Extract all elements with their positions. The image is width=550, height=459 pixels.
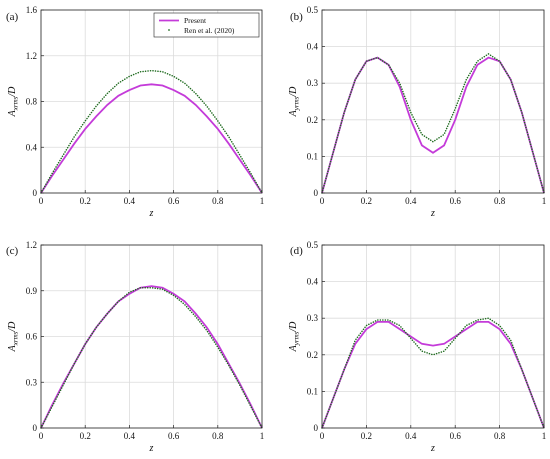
y-tick-label: 0: [314, 188, 319, 198]
x-tick-label: 0.8: [212, 431, 224, 441]
x-tick-label: 0: [39, 196, 44, 206]
x-tick-label: 0: [320, 196, 325, 206]
panel-2: 0 0.2 0.4 0.6 0.8 1 0 0.1 0.2 0.3 0.4 0.5 (b) z Ayrms/…: [288, 5, 546, 219]
x-axis-label: z: [430, 443, 435, 454]
y-tick-label: 0.2: [307, 115, 318, 125]
y-tick-label: 0: [314, 423, 319, 433]
x-tick-label: 0: [320, 431, 325, 441]
y-tick-label: 0.4: [26, 142, 38, 152]
x-tick-label: 1: [260, 431, 265, 441]
y-tick-label: 0.4: [307, 42, 319, 52]
x-tick-label: 0.6: [450, 431, 462, 441]
axes-frame: [321, 244, 545, 429]
panel-1: 0 0.2 0.4 0.6 0.8 1 0 0.4 0.8 1.2 1.6 (a) z Axrms/D Pr…: [6, 5, 264, 219]
panel-label: (c): [6, 245, 19, 257]
x-tick-label: 0.6: [168, 196, 180, 206]
panel-label: (b): [290, 11, 303, 23]
series-present-line: [40, 83, 263, 194]
x-tick-label: 0: [39, 431, 44, 441]
y-tick-label: 0: [33, 423, 38, 433]
y-tick-label: 0: [33, 188, 38, 198]
y-axis-label: Ayrms/D: [288, 86, 301, 118]
x-tick-label: 0.4: [124, 431, 136, 441]
y-tick-label: 0.5: [307, 240, 319, 250]
legend-entry-ren: Ren et al. (2020): [184, 26, 235, 35]
y-tick-label: 0.9: [26, 286, 38, 296]
x-tick-label: 0.4: [124, 196, 136, 206]
y-axis-label: Axrms/D: [7, 321, 20, 353]
x-tick-label: 1: [260, 196, 265, 206]
y-tick-label: 0.3: [307, 313, 319, 323]
y-tick-label: 0.1: [307, 386, 318, 396]
y-tick-label: 0.2: [307, 350, 318, 360]
x-tick-label: 1: [542, 431, 547, 441]
y-tick-label: 1.2: [26, 51, 37, 61]
x-tick-label: 1: [542, 196, 547, 206]
y-tick-label: 0.3: [26, 377, 38, 387]
series-present-line: [40, 285, 263, 429]
series-ren-line: [321, 53, 545, 194]
x-axis-label: z: [430, 208, 435, 219]
y-tick-label: 1.6: [26, 5, 38, 15]
x-tick-label: 0.6: [450, 196, 462, 206]
legend-entry-present: Present: [184, 16, 207, 25]
series-present-line: [321, 320, 545, 429]
y-tick-label: 1.2: [26, 240, 37, 250]
y-tick-label: 0.8: [26, 97, 38, 107]
y-axis-label: Ayrms/D: [288, 321, 301, 353]
x-tick-label: 0.4: [405, 431, 417, 441]
x-tick-label: 0.2: [80, 431, 91, 441]
x-tick-label: 0.8: [212, 196, 224, 206]
axes-frame: [321, 9, 545, 194]
x-axis-label: z: [149, 208, 154, 219]
y-tick-label: 0.6: [26, 332, 38, 342]
x-tick-label: 0.4: [405, 196, 417, 206]
y-tick-label: 0.4: [307, 277, 319, 287]
series-ren-line: [40, 69, 263, 194]
legend-swatch-ren: [168, 29, 170, 31]
x-axis-label: z: [149, 443, 154, 454]
series-present-line: [321, 56, 545, 194]
panel-label: (d): [290, 245, 303, 257]
x-tick-label: 0.2: [361, 196, 372, 206]
x-tick-label: 0.2: [361, 431, 372, 441]
legend-box: [153, 12, 260, 38]
x-tick-label: 0.2: [80, 196, 91, 206]
series-ren-line: [321, 317, 545, 429]
x-tick-label: 0.6: [168, 431, 180, 441]
panel-label: (a): [6, 11, 19, 23]
y-axis-label: Axrms/D: [7, 86, 20, 118]
y-tick-label: 0.5: [307, 5, 319, 15]
x-tick-label: 0.8: [494, 196, 506, 206]
panel-3: 0 0.2 0.4 0.6 0.8 1 0 0.3 0.6 0.9 1.2 (c) z Axrms/D: [6, 240, 264, 454]
series-ren-line: [40, 286, 263, 429]
y-tick-label: 0.1: [307, 151, 318, 161]
panel-4: 0 0.2 0.4 0.6 0.8 1 0 0.1 0.2 0.3 0.4 0.5 (d) z Ayrms/…: [288, 240, 546, 454]
x-tick-label: 0.8: [494, 431, 506, 441]
y-tick-label: 0.3: [307, 78, 319, 88]
